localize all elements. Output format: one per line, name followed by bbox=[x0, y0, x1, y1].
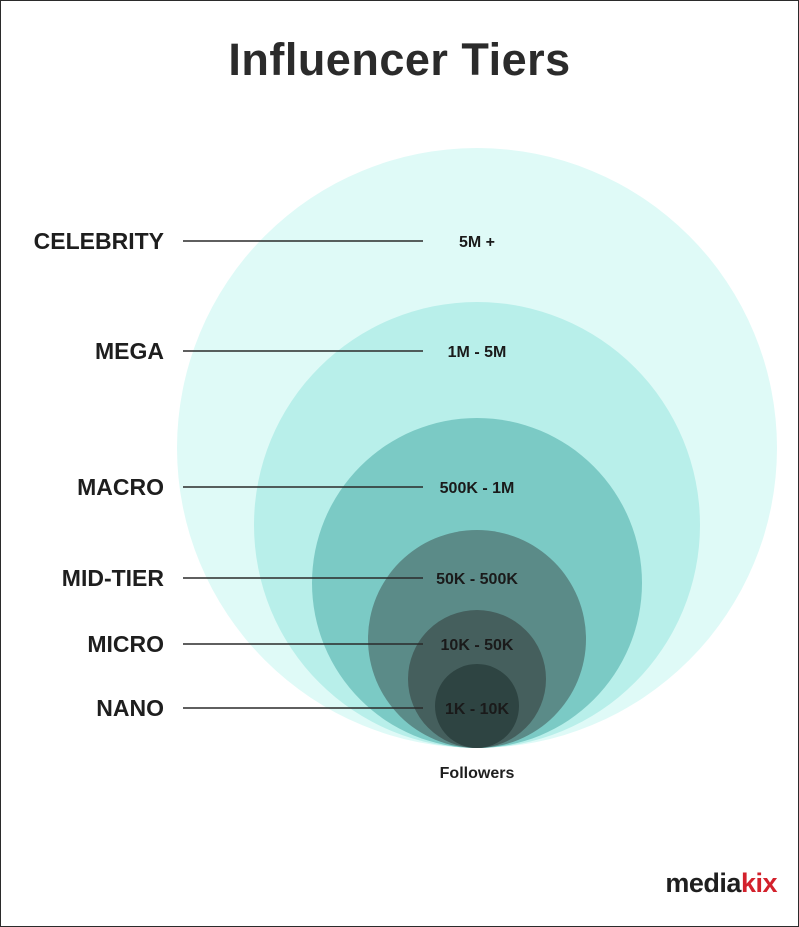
range-label-nano: 1K - 10K bbox=[445, 701, 509, 718]
range-label-celebrity: 5M + bbox=[459, 234, 495, 251]
tier-label-nano: NANO bbox=[96, 695, 164, 721]
range-label-macro: 500K - 1M bbox=[440, 480, 515, 497]
logo-text-media: media bbox=[665, 868, 741, 898]
page-title: Influencer Tiers bbox=[228, 34, 571, 85]
tier-label-macro: MACRO bbox=[77, 474, 164, 500]
tier-circle-nano bbox=[435, 664, 519, 748]
range-label-micro: 10K - 50K bbox=[441, 637, 514, 654]
tier-label-micro: MICRO bbox=[87, 631, 164, 657]
logo-text-kix: kix bbox=[740, 868, 778, 898]
tier-label-mid-tier: MID-TIER bbox=[62, 565, 165, 591]
mediakix-logo: mediakix bbox=[665, 868, 777, 899]
range-label-mid-tier: 50K - 500K bbox=[436, 571, 518, 588]
followers-caption: Followers bbox=[440, 765, 515, 782]
tier-label-celebrity: CELEBRITY bbox=[34, 228, 164, 254]
range-label-mega: 1M - 5M bbox=[448, 344, 507, 361]
tier-label-mega: MEGA bbox=[95, 338, 164, 364]
